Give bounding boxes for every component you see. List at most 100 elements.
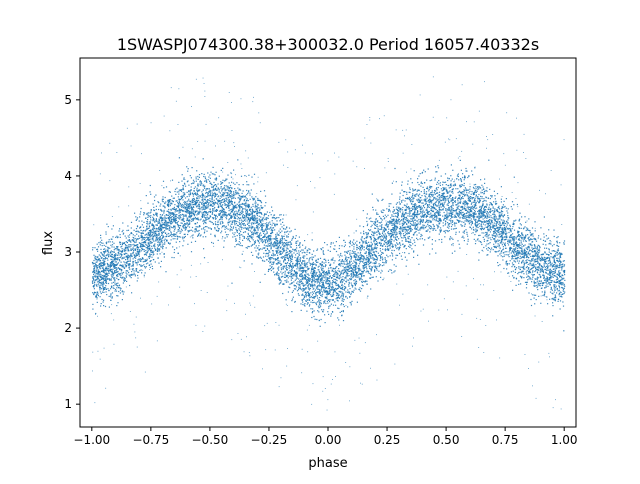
data-point	[195, 229, 197, 231]
data-point	[102, 268, 105, 270]
data-point	[512, 248, 514, 250]
data-point	[436, 199, 438, 201]
data-point	[294, 256, 296, 259]
data-point	[172, 238, 174, 240]
data-point	[416, 220, 418, 222]
data-point	[140, 229, 142, 231]
data-point	[545, 271, 547, 273]
data-point	[465, 170, 467, 172]
data-point	[349, 243, 351, 245]
data-point	[114, 272, 117, 274]
data-point	[373, 251, 375, 253]
data-point	[383, 234, 385, 236]
data-point	[269, 262, 271, 264]
data-point	[416, 234, 418, 236]
data-point	[146, 239, 148, 241]
data-point	[432, 194, 434, 196]
data-point	[315, 291, 318, 293]
data-point	[99, 287, 102, 289]
data-point	[108, 256, 110, 258]
data-point	[549, 265, 551, 267]
data-point	[280, 271, 282, 273]
data-point	[550, 288, 552, 291]
data-point	[286, 251, 288, 253]
data-point	[528, 276, 530, 278]
data-point	[228, 199, 230, 201]
data-point	[452, 205, 454, 207]
data-point	[219, 203, 221, 205]
data-point	[271, 210, 274, 212]
data-point	[309, 283, 311, 285]
data-point	[515, 238, 517, 240]
data-point	[219, 195, 221, 197]
data-point	[527, 247, 529, 249]
data-point	[371, 266, 373, 268]
data-point	[371, 250, 373, 252]
data-point	[189, 214, 191, 216]
data-point	[512, 233, 514, 235]
data-point	[222, 236, 224, 238]
data-point	[181, 228, 183, 230]
data-point	[482, 236, 484, 238]
data-point	[550, 271, 552, 273]
data-point	[426, 206, 429, 208]
data-point	[427, 213, 429, 215]
data-point	[253, 210, 255, 213]
data-point	[320, 300, 322, 302]
data-point	[452, 169, 454, 171]
data-point	[170, 223, 172, 225]
data-point	[513, 240, 515, 242]
data-point	[245, 215, 247, 217]
data-point	[311, 258, 313, 260]
data-point	[248, 214, 250, 216]
data-point	[481, 196, 483, 198]
data-point	[447, 199, 449, 201]
data-point	[270, 248, 272, 250]
data-point	[505, 230, 507, 232]
data-point	[321, 263, 323, 266]
data-point	[150, 232, 152, 234]
data-point	[509, 230, 511, 232]
data-point	[107, 254, 109, 256]
data-point	[180, 219, 182, 221]
data-point	[450, 180, 452, 182]
data-point	[218, 188, 220, 190]
data-point	[131, 292, 133, 294]
data-point	[317, 297, 319, 299]
data-point	[98, 279, 100, 281]
data-point	[119, 276, 122, 278]
data-point	[535, 294, 537, 296]
data-point	[496, 209, 498, 211]
data-point	[137, 252, 139, 254]
data-point	[331, 282, 333, 284]
data-point	[304, 288, 306, 290]
data-point	[320, 274, 322, 276]
data-point	[294, 270, 296, 273]
data-point	[359, 225, 361, 227]
data-point	[366, 268, 368, 270]
data-point	[381, 235, 383, 237]
data-point	[196, 214, 198, 216]
data-point	[395, 231, 397, 233]
data-point	[450, 205, 453, 207]
data-point	[329, 250, 331, 252]
data-point	[396, 239, 398, 241]
data-point	[363, 280, 365, 282]
data-point	[285, 254, 287, 256]
data-point	[112, 287, 114, 289]
data-point	[178, 210, 180, 212]
data-point	[158, 262, 160, 264]
data-point	[279, 220, 281, 222]
data-point	[235, 210, 237, 212]
data-point	[323, 273, 325, 275]
data-point	[246, 189, 248, 192]
data-point	[493, 218, 495, 220]
data-point	[503, 200, 505, 202]
data-point	[260, 201, 262, 203]
data-point	[317, 269, 319, 271]
data-point	[375, 260, 377, 263]
data-point	[536, 286, 538, 289]
data-point	[125, 250, 127, 252]
data-point	[160, 239, 162, 241]
data-point	[224, 226, 226, 228]
